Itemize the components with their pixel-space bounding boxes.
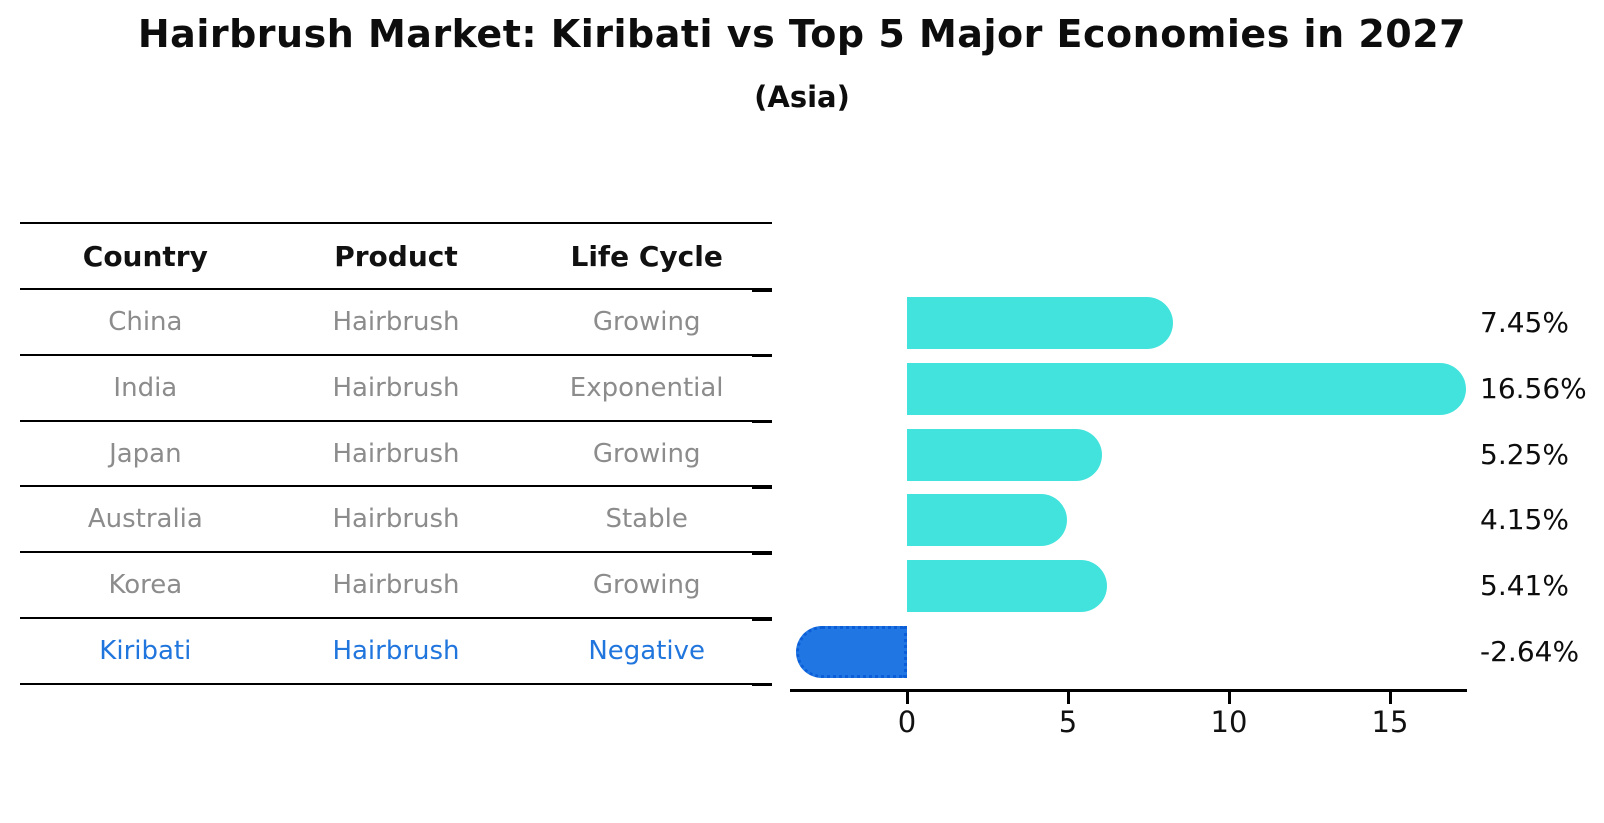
country-cell: Kiribati [99, 636, 192, 667]
y-tick-mark [752, 551, 772, 555]
lifecycle-cell: Growing [592, 306, 701, 337]
value-label-australia: 4.15% [1480, 503, 1569, 537]
product-cell: Hairbrush [332, 636, 460, 667]
y-tick-mark [752, 420, 772, 424]
bar-india [907, 362, 1467, 415]
product-cell: Hairbrush [332, 306, 460, 337]
product-cell: Hairbrush [332, 438, 460, 469]
chart-subtitle: (Asia) [754, 80, 850, 114]
product-cell: Hairbrush [332, 504, 460, 535]
country-table: Country Product Life Cycle China Hairbrus… [20, 222, 772, 685]
column-header-country: Country [82, 239, 208, 273]
x-tick-label-0: 0 [897, 705, 917, 739]
product-cell: Hairbrush [332, 570, 460, 601]
x-tick-mark-5 [1066, 692, 1070, 704]
y-tick-mark [752, 288, 772, 292]
value-label-china: 7.45% [1480, 305, 1569, 339]
table-row-china: China Hairbrush Growing [20, 290, 772, 356]
table-row-korea: Korea Hairbrush Growing [20, 553, 772, 620]
bar-kiribati [795, 626, 907, 679]
y-tick-mark [752, 354, 772, 358]
country-cell: India [113, 372, 178, 403]
table-header-row: Country Product Life Cycle [20, 224, 772, 290]
x-tick-mark-10 [1227, 692, 1231, 704]
x-tick-label-10: 10 [1210, 705, 1248, 739]
value-label-kiribati: -2.64% [1480, 635, 1580, 669]
value-label-india: 16.56% [1480, 371, 1587, 405]
y-tick-mark [752, 485, 772, 489]
bar-australia [907, 494, 1067, 547]
bar-japan [907, 428, 1103, 481]
table-row-india: India Hairbrush Exponential [20, 356, 772, 422]
x-tick-mark-15 [1388, 692, 1392, 704]
bar-china [907, 296, 1173, 349]
value-label-japan: 5.25% [1480, 437, 1569, 471]
x-tick-mark-0 [905, 692, 909, 704]
table-row-japan: Japan Hairbrush Growing [20, 422, 772, 488]
value-label-korea: 5.41% [1480, 569, 1569, 603]
bar-korea [907, 560, 1108, 613]
table-body: China Hairbrush Growing India Hairbrush Expon… [20, 290, 772, 685]
table-row-australia: Australia Hairbrush Stable [20, 487, 772, 554]
product-cell: Hairbrush [332, 372, 460, 403]
lifecycle-cell: Growing [592, 570, 701, 601]
country-cell: Japan [109, 438, 182, 469]
y-tick-mark [752, 617, 772, 621]
lifecycle-cell: Negative [588, 636, 705, 667]
table-row-kiribati: Kiribati Hairbrush Negative [20, 619, 772, 685]
lifecycle-cell: Growing [592, 438, 701, 469]
lifecycle-cell: Stable [605, 504, 688, 535]
x-tick-label-5: 5 [1058, 705, 1078, 739]
country-cell: Korea [108, 570, 183, 601]
column-header-lifecycle: Life Cycle [570, 239, 723, 273]
lifecycle-cell: Exponential [569, 372, 724, 403]
y-tick-mark [752, 683, 772, 687]
column-header-product: Product [334, 239, 458, 273]
country-cell: Australia [87, 504, 203, 535]
chart-title: Hairbrush Market: Kiribati vs Top 5 Majo… [137, 12, 1467, 56]
x-axis-line [790, 689, 1467, 692]
x-tick-label-15: 15 [1371, 705, 1409, 739]
country-cell: China [108, 306, 183, 337]
